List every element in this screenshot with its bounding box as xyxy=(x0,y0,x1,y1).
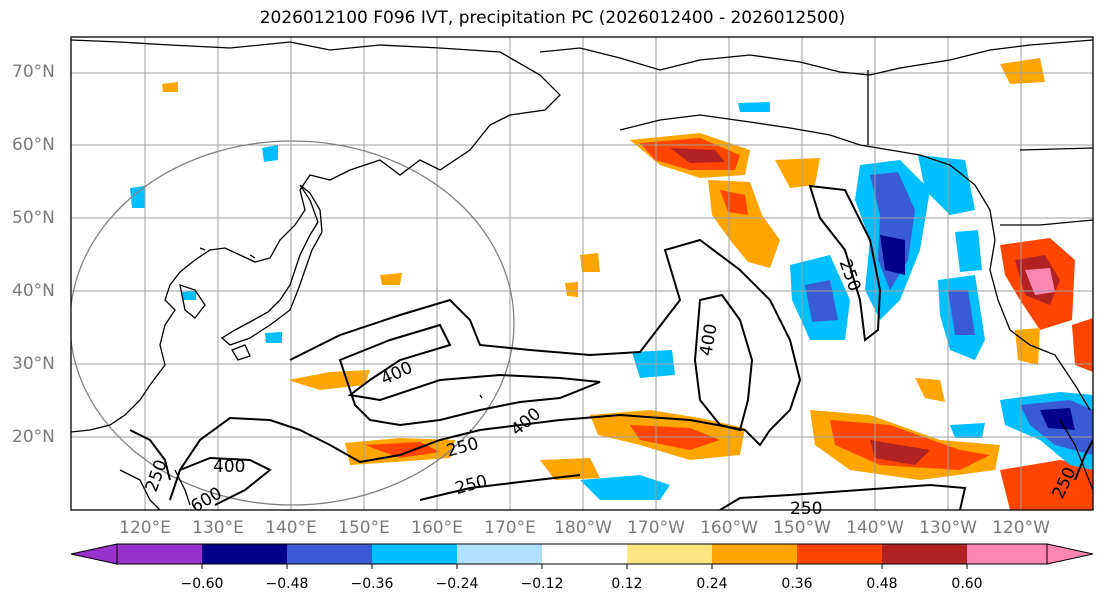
colorbar-tick-label: −0.12 xyxy=(520,576,564,592)
colorbar-segment xyxy=(457,544,542,564)
negative-anomaly-area xyxy=(130,186,145,208)
colorbar-segment xyxy=(202,544,287,564)
lon-label: 170°W xyxy=(627,518,685,538)
positive-anomaly-area xyxy=(1025,268,1055,295)
map-frame xyxy=(70,36,1094,511)
lon-label: 140°E xyxy=(265,518,317,538)
lat-label: 30°N xyxy=(12,354,55,374)
lon-label: 120°W xyxy=(992,518,1050,538)
positive-anomaly-area xyxy=(1000,58,1045,84)
colorbar-tick-label: −0.48 xyxy=(265,576,309,592)
lon-label: 130°E xyxy=(192,518,244,538)
positive-anomaly-area xyxy=(580,253,600,272)
lon-label: 130°W xyxy=(919,518,977,538)
colorbar-segment xyxy=(372,544,457,564)
negative-anomaly-area xyxy=(262,145,278,162)
negative-anomaly-area xyxy=(955,230,982,272)
lat-label: 40°N xyxy=(12,281,55,301)
ivt-contour-250 xyxy=(1074,439,1093,481)
ivt-contour-400 xyxy=(338,323,601,427)
colorbar-ticks xyxy=(201,564,968,569)
ivt-contour-250 xyxy=(808,184,882,342)
negative-anomaly-area xyxy=(580,475,670,500)
positive-anomaly-area xyxy=(915,378,945,402)
positive-anomaly-area xyxy=(540,458,600,480)
colorbar-tick-label: 0.36 xyxy=(781,576,813,592)
lon-label: 120°E xyxy=(119,518,171,538)
positive-anomaly-area xyxy=(830,420,990,470)
colorbar-tick-label: 0.12 xyxy=(611,576,643,592)
map-title: 2026012100 F096 IVT, precipitation PC (2… xyxy=(259,8,846,28)
colorbar-segment xyxy=(797,544,882,564)
positive-anomaly-area xyxy=(1015,328,1040,365)
ivt-contour-400 xyxy=(179,456,272,506)
lon-label: 140°W xyxy=(846,518,904,538)
range-circle xyxy=(71,140,515,506)
positive-anomaly-area xyxy=(288,370,370,390)
ivt-contour-250 xyxy=(719,483,967,510)
positive-anomaly-area xyxy=(670,148,725,163)
lon-label: 150°W xyxy=(773,518,831,538)
colorbar-tick-label: −0.24 xyxy=(435,576,479,592)
colorbar-segment xyxy=(627,544,712,564)
lon-label: 170°E xyxy=(484,518,536,538)
colorbar-extend-high xyxy=(1046,543,1094,565)
negative-anomaly-area xyxy=(738,102,770,112)
negative-anomaly-area xyxy=(918,155,975,215)
colorbar xyxy=(70,543,1094,569)
colorbar-segment xyxy=(967,544,1047,564)
colorbar-tick-label: 0.60 xyxy=(951,576,983,592)
colorbar-segment xyxy=(542,544,627,564)
negative-anomaly-area xyxy=(182,291,196,300)
positive-anomaly-area xyxy=(565,282,578,297)
colorbar-extend-low xyxy=(70,543,118,565)
positive-anomaly-area xyxy=(720,190,748,215)
ivt-contour-400 xyxy=(693,293,754,432)
lat-label: 20°N xyxy=(12,427,55,447)
negative-anomaly-area xyxy=(265,332,282,343)
positive-anomaly-area xyxy=(1000,460,1093,510)
negative-anomaly-area xyxy=(880,235,905,275)
colorbar-tick-label: −0.60 xyxy=(180,576,224,592)
colorbar-tick-label: 0.48 xyxy=(866,576,898,592)
colorbar-segment xyxy=(287,544,372,564)
contour-label: 400 xyxy=(213,457,245,477)
map-background xyxy=(71,37,1093,510)
negative-anomaly-area xyxy=(948,290,975,335)
lat-label: 50°N xyxy=(12,208,55,228)
positive-anomaly-area xyxy=(380,273,402,285)
colorbar-segment xyxy=(882,544,967,564)
lon-label: 160°W xyxy=(700,518,758,538)
negative-anomaly-area xyxy=(950,423,985,438)
graticule xyxy=(71,37,1093,510)
ivt-contour-250 xyxy=(129,429,171,481)
positive-anomaly-area xyxy=(775,158,820,188)
coastlines xyxy=(71,39,1093,510)
ivt-contour-250 xyxy=(169,238,802,501)
ivt-contour-250 xyxy=(419,474,581,501)
lat-label: 60°N xyxy=(12,135,55,155)
lon-label: 180°W xyxy=(554,518,612,538)
colorbar-tick-label: 0.24 xyxy=(696,576,728,592)
contour-label: 250 xyxy=(790,499,822,519)
positive-anomaly-area xyxy=(162,82,178,92)
positive-anomaly-area xyxy=(1072,318,1093,372)
lat-label: 70°N xyxy=(12,62,55,82)
lon-label: 150°E xyxy=(338,518,390,538)
positive-anomaly-area xyxy=(870,440,930,465)
lon-label: 160°E xyxy=(411,518,463,538)
ivt-contours xyxy=(129,184,1093,510)
colorbar-tick-label: −0.36 xyxy=(350,576,394,592)
colorbar-segment xyxy=(712,544,797,564)
negative-anomaly-area xyxy=(1040,408,1075,430)
colorbar-segment xyxy=(117,544,202,564)
colorbar-frame xyxy=(116,543,1048,565)
